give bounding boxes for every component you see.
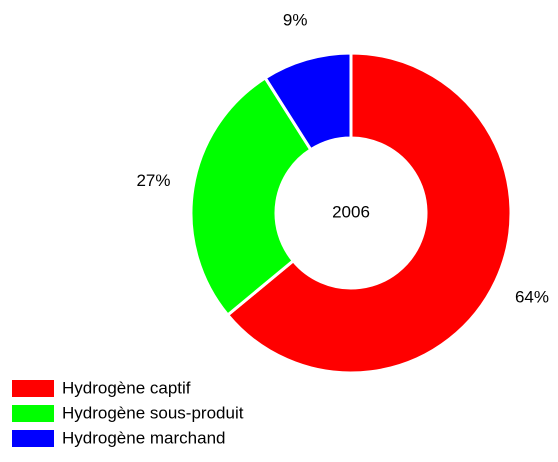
donut-slice: [263, 51, 353, 152]
donut-slice: [225, 51, 513, 375]
legend-swatch: [12, 405, 54, 422]
legend-label: Hydrogène marchand: [62, 428, 225, 447]
center-label: 2006: [332, 202, 370, 221]
legend-swatch: [12, 430, 54, 447]
legend-label: Hydrogène sous-produit: [62, 403, 244, 422]
value-label: 27%: [136, 171, 170, 190]
value-label: 64%: [515, 288, 549, 307]
legend-label: Hydrogène captif: [62, 378, 191, 397]
value-label: 9%: [283, 10, 308, 29]
donut-slice: [189, 75, 313, 318]
legend-swatch: [12, 380, 54, 397]
